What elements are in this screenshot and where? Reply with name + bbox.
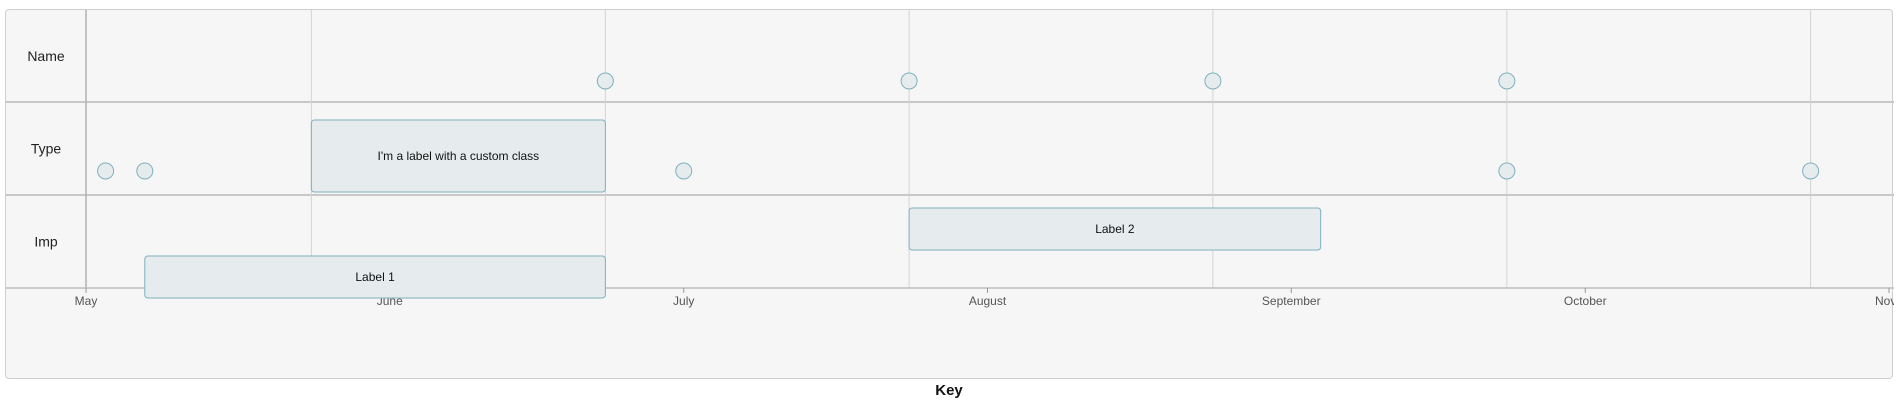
timeline-range-item: Label 1	[144, 255, 606, 299]
range-bar	[310, 119, 606, 193]
group-label-imp: Imp	[34, 234, 58, 250]
timeline-point	[596, 72, 614, 90]
x-tick-label: October	[1564, 294, 1607, 308]
timeline-point	[1802, 162, 1820, 180]
timeline-point	[675, 162, 693, 180]
timeline-point	[97, 162, 115, 180]
range-label: Label 2	[1095, 222, 1135, 236]
group-label-type: Type	[31, 141, 62, 157]
axis-title: Key	[935, 382, 963, 399]
x-tick-label: August	[969, 294, 1007, 308]
x-tick-label: May	[75, 294, 98, 308]
timeline-point	[900, 72, 918, 90]
timeline-point	[1498, 72, 1516, 90]
x-tick-label: July	[673, 294, 694, 308]
range-label: Label 1	[355, 270, 395, 284]
range-label: I'm a label with a custom class	[378, 149, 540, 163]
timeline-point	[1204, 72, 1222, 90]
group-label-name: Name	[27, 48, 65, 64]
timeline-chart: Name Type Imp May June July August September Oct…	[5, 9, 1894, 379]
range-bar	[908, 207, 1322, 251]
timeline-point	[1498, 162, 1516, 180]
range-bar	[144, 255, 606, 299]
x-tick-label: Nove	[1875, 294, 1894, 308]
timeline-range-item: I'm a label with a custom class	[310, 119, 606, 193]
timeline-point	[136, 162, 154, 180]
x-tick-label: September	[1262, 294, 1321, 308]
timeline-range-item: Label 2	[908, 207, 1322, 251]
